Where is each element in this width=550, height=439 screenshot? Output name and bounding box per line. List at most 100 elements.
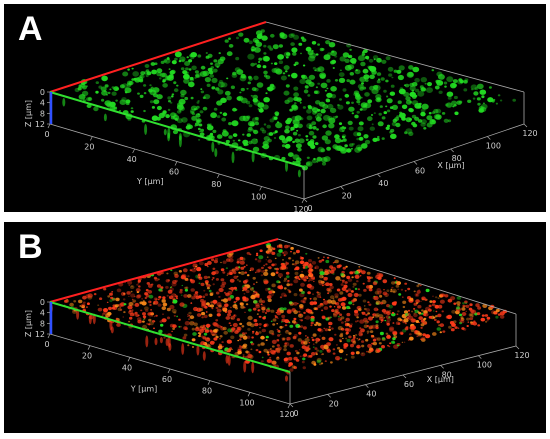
cell-spot — [377, 291, 382, 295]
cell-spot — [308, 105, 313, 110]
cell-spot — [197, 127, 201, 131]
cell-spot — [203, 94, 211, 100]
cell-spot — [441, 293, 446, 297]
cell-spot — [281, 337, 285, 340]
cell-spot — [361, 52, 366, 56]
cell-spot — [331, 309, 335, 313]
cell-spot — [283, 90, 290, 96]
cell-spot — [209, 304, 215, 308]
cell-spot — [387, 66, 394, 72]
cell-spot — [206, 125, 214, 131]
cell-spot — [204, 305, 208, 309]
cell-spot — [451, 100, 457, 106]
cell-spot — [348, 126, 354, 131]
cell-spot — [204, 77, 211, 83]
cell-spot — [279, 333, 282, 335]
cell-spot — [157, 303, 162, 307]
cell-spot — [192, 332, 197, 336]
cell-spot — [365, 308, 371, 312]
cell-spot — [237, 350, 242, 355]
cell-spot — [317, 323, 322, 327]
cell-spot — [334, 145, 341, 151]
cell-spot — [297, 123, 303, 129]
cell-spot — [452, 83, 458, 88]
cell-spot — [88, 96, 92, 100]
cell-spot — [261, 270, 265, 273]
cell-spot — [111, 91, 117, 96]
cell-spot — [132, 299, 137, 303]
cell-spot — [378, 112, 382, 116]
cell-spot — [64, 299, 68, 303]
cell-spot — [242, 334, 247, 338]
cell-spot — [346, 323, 350, 326]
cell-spot — [201, 303, 206, 308]
cell-spot — [288, 33, 294, 39]
cell-spot — [404, 83, 410, 88]
cell-spot — [263, 136, 270, 142]
cell-spot — [409, 82, 415, 87]
cell-spot — [320, 353, 323, 356]
y-tick-mark — [287, 403, 291, 409]
cell-spot — [414, 309, 419, 314]
cell-spot — [274, 268, 277, 270]
cell-spot — [429, 309, 432, 312]
cell-spot — [343, 347, 346, 349]
cell-spot — [212, 283, 215, 286]
cell-spot — [202, 106, 208, 111]
cell-spot — [454, 326, 458, 329]
cell-spot — [474, 87, 479, 91]
cell-spot — [187, 344, 190, 347]
cell-spot — [454, 111, 459, 116]
cell-spot — [309, 301, 315, 306]
cell-spot — [321, 336, 326, 340]
cell-spot — [396, 313, 399, 315]
cell-spot — [265, 287, 270, 292]
cell-spot — [255, 349, 259, 352]
cell-spot — [258, 350, 262, 354]
cell-spot — [463, 88, 468, 92]
cell-spot — [421, 336, 426, 341]
cell-spot — [294, 138, 300, 143]
cell-spot — [194, 291, 199, 294]
cell-spot — [184, 96, 189, 101]
cell-spot — [151, 283, 154, 286]
y-tick-mark — [207, 380, 211, 385]
cell-spot — [450, 328, 455, 332]
cell-spot — [329, 107, 337, 114]
cell-spot — [361, 82, 364, 85]
cell-spot — [402, 329, 407, 333]
cell-spot — [182, 336, 187, 340]
cell-spot — [334, 333, 337, 336]
cell-spot — [304, 85, 309, 89]
cell-spot — [219, 335, 223, 338]
cell-spot — [283, 254, 286, 257]
cell-spot — [337, 346, 341, 350]
cell-spot — [467, 99, 472, 104]
cell-spot — [291, 72, 298, 79]
cell-spot — [145, 335, 149, 348]
cell-spot — [349, 48, 352, 51]
cell-spot — [229, 295, 234, 299]
y-tick-mark — [132, 148, 135, 154]
cell-spot — [315, 67, 321, 72]
cell-spot — [259, 327, 261, 329]
cell-spot — [326, 277, 329, 279]
cell-spot — [253, 47, 261, 53]
cell-spot — [380, 77, 385, 81]
cell-spot — [255, 304, 260, 309]
cell-spot — [242, 354, 245, 356]
cell-spot — [453, 302, 457, 305]
cell-spot — [248, 140, 253, 145]
cell-spot — [318, 281, 324, 286]
z-axis-label: Z [µm] — [24, 100, 33, 127]
cell-spot — [202, 336, 207, 340]
cell-spot — [165, 279, 170, 283]
cell-spot — [347, 292, 353, 298]
cell-spot — [211, 279, 214, 281]
cell-spot — [293, 356, 298, 361]
cell-spot — [138, 285, 141, 288]
cell-spot — [277, 273, 283, 278]
cell-spot — [328, 42, 336, 48]
cell-spot — [161, 306, 167, 311]
cell-spot — [264, 269, 268, 272]
